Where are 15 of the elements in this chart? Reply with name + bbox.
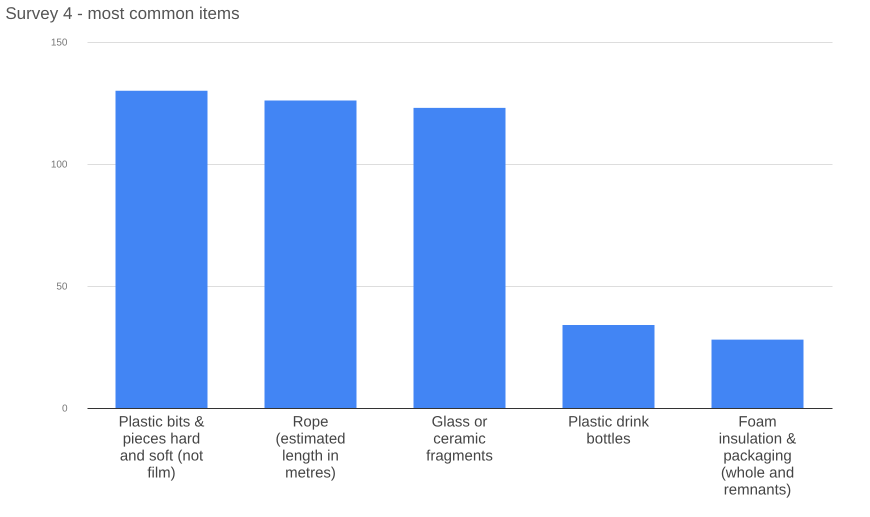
bar <box>414 108 506 408</box>
x-tick-label: Rope (estimated length in metres) <box>275 414 346 482</box>
y-tick-label: 50 <box>56 282 68 292</box>
chart-title: Survey 4 - most common items <box>5 4 240 23</box>
bar <box>712 340 804 408</box>
bar <box>264 100 356 408</box>
y-tick-label: 100 <box>50 160 68 170</box>
bar <box>562 325 654 408</box>
x-tick-label: Plastic bits & pieces hard and soft (not film) <box>118 414 204 482</box>
x-tick-label: Plastic drink bottles <box>568 414 650 448</box>
x-tick-label: Glass or ceramic fragments <box>426 414 493 464</box>
bar <box>116 90 208 408</box>
x-tick-label: Foam insulation & packaging (whole and remnants) <box>718 414 796 498</box>
y-tick-label: 0 <box>62 404 68 414</box>
y-tick-label: 150 <box>50 38 68 48</box>
